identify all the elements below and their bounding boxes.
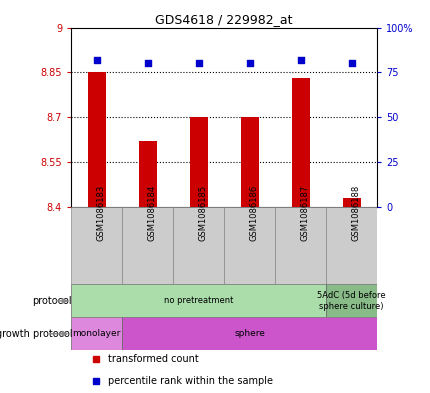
Bar	[71, 207, 122, 285]
Bar	[240, 117, 258, 207]
Bar	[173, 207, 224, 285]
Point	[144, 60, 150, 66]
Text: GSM1086188: GSM1086188	[351, 185, 360, 241]
Bar	[291, 78, 309, 207]
Text: no pretreatment: no pretreatment	[163, 296, 233, 305]
Bar	[122, 207, 173, 285]
Bar	[326, 285, 376, 318]
Bar	[326, 207, 376, 285]
Text: growth protocol: growth protocol	[0, 329, 72, 339]
Point	[93, 57, 100, 63]
Bar	[122, 318, 376, 350]
Text: GSM1086185: GSM1086185	[198, 185, 207, 241]
Text: GSM1086187: GSM1086187	[300, 185, 309, 241]
Text: sphere: sphere	[233, 329, 264, 338]
Bar	[274, 207, 326, 285]
Text: 5AdC (5d before
sphere culture): 5AdC (5d before sphere culture)	[316, 291, 385, 310]
Point	[195, 60, 202, 66]
Point	[297, 57, 304, 63]
Bar	[189, 117, 207, 207]
Bar	[71, 318, 122, 350]
Text: protocol: protocol	[32, 296, 72, 306]
Bar	[224, 207, 274, 285]
Text: GSM1086184: GSM1086184	[147, 185, 156, 241]
Point	[347, 60, 354, 66]
Text: GSM1086183: GSM1086183	[96, 185, 105, 241]
Bar	[71, 285, 326, 318]
Text: percentile rank within the sample: percentile rank within the sample	[108, 376, 272, 386]
Point	[246, 60, 252, 66]
Text: GSM1086186: GSM1086186	[249, 185, 258, 241]
Bar	[87, 72, 105, 207]
Bar	[138, 141, 156, 207]
Title: GDS4618 / 229982_at: GDS4618 / 229982_at	[155, 13, 292, 26]
Bar	[342, 198, 360, 207]
Text: transformed count: transformed count	[108, 354, 198, 364]
Text: monolayer: monolayer	[72, 329, 120, 338]
